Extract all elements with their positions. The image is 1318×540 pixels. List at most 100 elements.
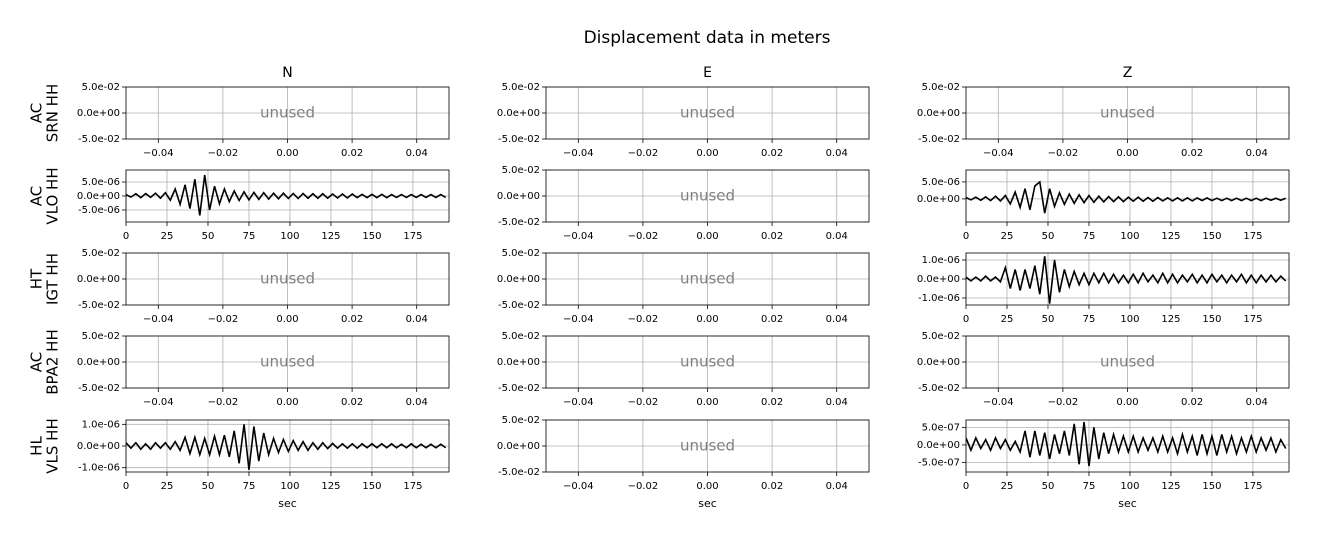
subplot: 0 25 50 75 100 125 150 175 5.0e-06 0.0e+00 -5.0e-0… xyxy=(28,167,450,242)
x-tick-label: 0.00 xyxy=(696,481,718,492)
x-tick-label: 0.04 xyxy=(1246,148,1268,159)
annotation: unused xyxy=(680,437,735,455)
row-label: VLO HH xyxy=(44,167,62,224)
y-tick-label: 0.0e+00 xyxy=(77,441,120,452)
trace xyxy=(126,174,447,216)
x-tick-label: −0.02 xyxy=(628,148,659,159)
x-tick-label: 0.02 xyxy=(1181,397,1203,408)
x-axis-label: sec xyxy=(278,497,297,510)
x-tick-label: −0.04 xyxy=(563,314,594,325)
x-tick-label: 0.02 xyxy=(341,148,363,159)
annotation: unused xyxy=(680,270,735,288)
axes-frame xyxy=(545,335,870,389)
y-tick-label: 0.0e+00 xyxy=(497,441,540,452)
y-tick-label: 0.0e+00 xyxy=(77,357,120,368)
x-tick-label: −0.04 xyxy=(983,397,1014,408)
y-tick-label: -5.0e-02 xyxy=(78,134,120,145)
axes-frame xyxy=(545,86,870,140)
x-tick-label: 100 xyxy=(1120,314,1139,325)
annotation: unused xyxy=(260,270,315,288)
y-tick-label: -1.0e-06 xyxy=(78,463,120,474)
axes-frame xyxy=(965,169,1290,223)
x-tick-label: 50 xyxy=(202,231,215,242)
axes-frame xyxy=(965,419,1290,473)
subplot: 0 25 50 75 100 125 150 175 1.0e-06 0.0e+00 -1.0e-0… xyxy=(28,418,450,510)
annotation: unused xyxy=(680,104,735,122)
x-tick-label: −0.04 xyxy=(143,148,174,159)
annotation: unused xyxy=(680,353,735,371)
y-tick-label: -5.0e-02 xyxy=(78,300,120,311)
y-tick-label: 5.0e-02 xyxy=(502,165,540,176)
x-tick-label: 75 xyxy=(243,481,256,492)
x-tick-label: 0.00 xyxy=(696,231,718,242)
row-label: AC xyxy=(28,352,46,372)
x-tick-label: 100 xyxy=(1120,481,1139,492)
x-tick-label: 175 xyxy=(1243,231,1262,242)
x-tick-label: −0.04 xyxy=(143,397,174,408)
x-tick-label: 175 xyxy=(1243,314,1262,325)
subplot: −0.04 −0.02 0.00 0.02 0.04 5.0e-02 0.0e+00 -5.0… xyxy=(497,248,870,325)
y-tick-label: 0.0e+00 xyxy=(917,357,960,368)
trace xyxy=(126,424,447,470)
x-tick-label: 0.02 xyxy=(761,231,783,242)
subplot: 0 25 50 75 100 125 150 175 5.0e-07 0.0e+00 -5.0e-0… xyxy=(917,419,1290,510)
x-tick-label: −0.02 xyxy=(208,397,239,408)
x-tick-label: 50 xyxy=(1042,231,1055,242)
x-tick-label: 0.04 xyxy=(826,481,848,492)
x-tick-label: 0 xyxy=(963,314,969,325)
axes-frame xyxy=(965,252,1290,306)
x-tick-label: 75 xyxy=(1083,231,1096,242)
y-tick-label: 5.0e-02 xyxy=(82,331,120,342)
x-tick-label: 0.02 xyxy=(1181,148,1203,159)
x-tick-label: 0.00 xyxy=(696,314,718,325)
y-tick-label: 0.0e+00 xyxy=(497,108,540,119)
y-tick-label: 5.0e-07 xyxy=(922,422,960,433)
row-label: IGT HH xyxy=(44,253,62,305)
axes-frame xyxy=(545,419,870,473)
row-label: SRN HH xyxy=(44,84,62,143)
subplot: 0 25 50 75 100 125 150 175 5.0e-06 0.0e+00 xyxy=(917,169,1290,242)
figure-title: Displacement data in meters xyxy=(584,28,831,48)
y-tick-label: -1.0e-06 xyxy=(918,293,960,304)
x-tick-label: −0.02 xyxy=(628,314,659,325)
y-tick-label: 0.0e+00 xyxy=(917,194,960,205)
x-tick-label: 150 xyxy=(1202,314,1221,325)
y-tick-label: 0.0e+00 xyxy=(497,357,540,368)
x-tick-label: 0.04 xyxy=(406,314,428,325)
x-tick-label: 100 xyxy=(280,481,299,492)
x-tick-label: 125 xyxy=(321,481,340,492)
subplot: 0 25 50 75 100 125 150 175 1.0e-06 0.0e+00 -1.0e-0… xyxy=(917,252,1290,325)
column-title: E xyxy=(703,65,712,81)
annotation: unused xyxy=(260,104,315,122)
y-tick-label: 0.0e+00 xyxy=(77,108,120,119)
y-tick-label: -5.0e-02 xyxy=(498,300,540,311)
column-title: N xyxy=(282,65,292,81)
y-tick-label: 5.0e-02 xyxy=(502,331,540,342)
y-tick-label: -5.0e-02 xyxy=(918,134,960,145)
x-tick-label: 0.02 xyxy=(761,314,783,325)
x-tick-label: 0.04 xyxy=(1246,397,1268,408)
y-tick-label: 5.0e-02 xyxy=(502,82,540,93)
x-tick-label: −0.02 xyxy=(208,314,239,325)
y-tick-label: 0.0e+00 xyxy=(917,274,960,285)
y-tick-label: 5.0e-02 xyxy=(922,82,960,93)
x-tick-label: 175 xyxy=(1243,481,1262,492)
x-tick-label: 0.00 xyxy=(696,148,718,159)
x-tick-label: 0.00 xyxy=(696,397,718,408)
subplot: −0.04 −0.02 0.00 0.02 0.04 5.0e-02 0.0e+00 -5.0… xyxy=(497,165,870,242)
x-tick-label: 50 xyxy=(202,481,215,492)
x-tick-label: 0.00 xyxy=(1116,397,1138,408)
x-tick-label: 0 xyxy=(963,231,969,242)
x-tick-label: 0 xyxy=(123,231,129,242)
x-tick-label: 25 xyxy=(1001,481,1014,492)
row-label: HL xyxy=(28,436,46,456)
x-tick-label: 50 xyxy=(1042,481,1055,492)
y-tick-label: -5.0e-02 xyxy=(498,217,540,228)
axes-frame xyxy=(965,86,1290,140)
x-tick-label: 125 xyxy=(1161,481,1180,492)
x-tick-label: −0.02 xyxy=(208,148,239,159)
x-tick-label: 0.04 xyxy=(406,148,428,159)
x-tick-label: 0.04 xyxy=(406,397,428,408)
y-tick-label: -5.0e-02 xyxy=(498,134,540,145)
